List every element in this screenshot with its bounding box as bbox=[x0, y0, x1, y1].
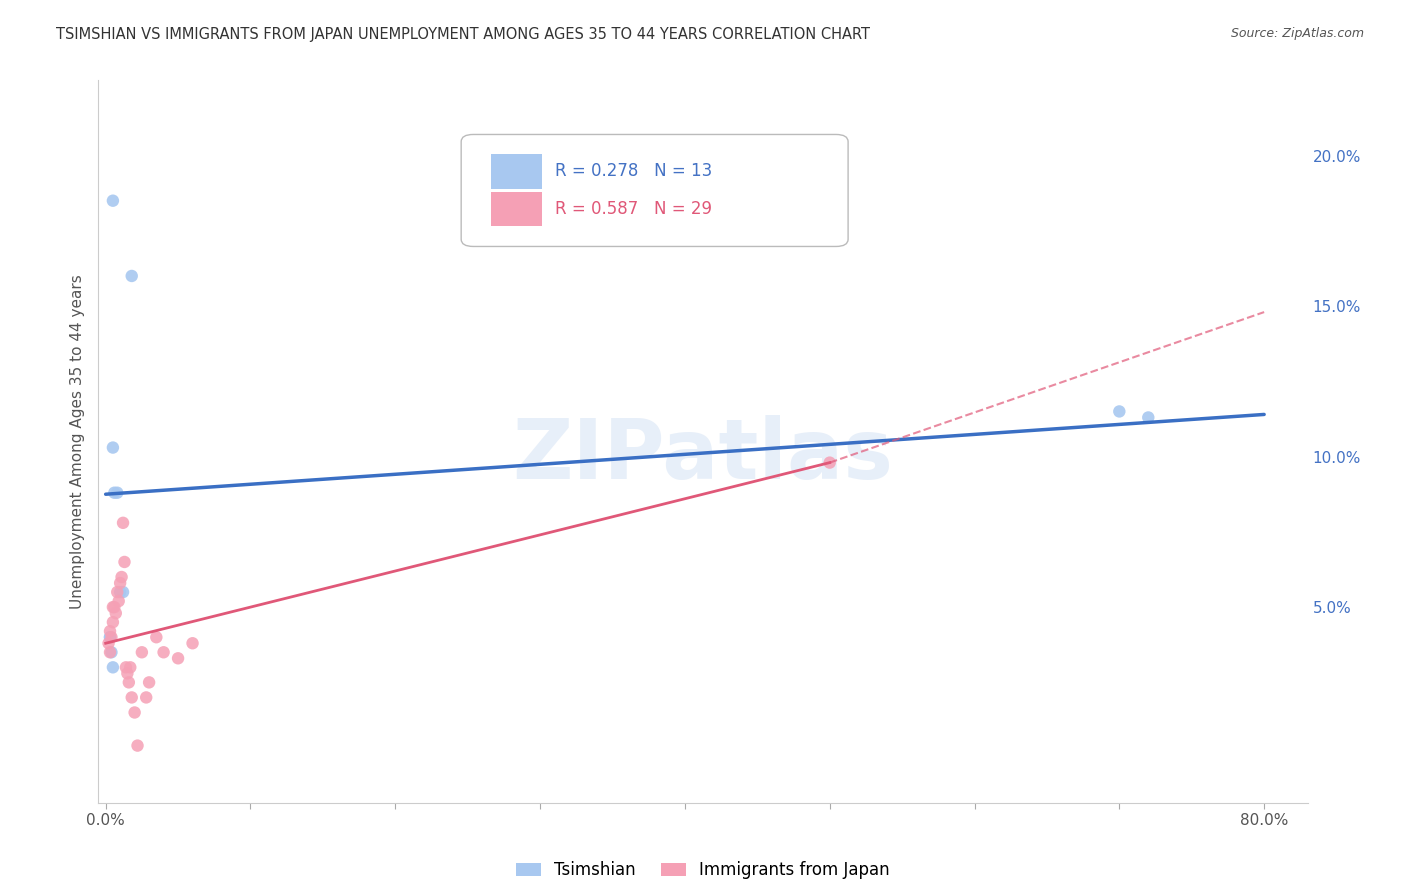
Point bbox=[101, 660, 124, 674]
Point bbox=[103, 485, 125, 500]
Text: R = 0.587   N = 29: R = 0.587 N = 29 bbox=[555, 200, 713, 218]
Point bbox=[124, 706, 146, 720]
Point bbox=[101, 615, 124, 630]
Point bbox=[152, 645, 174, 659]
Point bbox=[107, 594, 129, 608]
Text: ZIPatlas: ZIPatlas bbox=[513, 416, 893, 497]
Point bbox=[103, 600, 125, 615]
Text: Source: ZipAtlas.com: Source: ZipAtlas.com bbox=[1230, 27, 1364, 40]
Point bbox=[145, 630, 167, 644]
Point bbox=[1108, 404, 1130, 418]
Legend: Tsimshian, Immigrants from Japan: Tsimshian, Immigrants from Japan bbox=[509, 855, 897, 886]
Bar bbox=[492, 192, 543, 227]
Point bbox=[105, 485, 128, 500]
Point bbox=[100, 645, 122, 659]
Point bbox=[110, 570, 132, 584]
Point bbox=[101, 441, 124, 455]
Point bbox=[138, 675, 160, 690]
Point bbox=[105, 585, 128, 599]
Point bbox=[101, 194, 124, 208]
Point bbox=[97, 636, 120, 650]
Point bbox=[98, 630, 121, 644]
Point bbox=[108, 576, 131, 591]
Point bbox=[115, 660, 138, 674]
Point bbox=[121, 268, 143, 283]
Point bbox=[112, 516, 135, 530]
Point bbox=[121, 690, 143, 705]
Point bbox=[131, 645, 153, 659]
Point bbox=[127, 739, 149, 753]
Point bbox=[117, 666, 139, 681]
Text: TSIMSHIAN VS IMMIGRANTS FROM JAPAN UNEMPLOYMENT AMONG AGES 35 TO 44 YEARS CORREL: TSIMSHIAN VS IMMIGRANTS FROM JAPAN UNEMP… bbox=[56, 27, 870, 42]
Point bbox=[120, 660, 142, 674]
Point bbox=[167, 651, 190, 665]
Bar bbox=[492, 154, 543, 188]
Point bbox=[98, 624, 121, 639]
Point bbox=[135, 690, 157, 705]
Text: R = 0.278   N = 13: R = 0.278 N = 13 bbox=[555, 162, 713, 180]
Point bbox=[98, 645, 121, 659]
Point bbox=[1137, 410, 1160, 425]
FancyBboxPatch shape bbox=[461, 135, 848, 246]
Y-axis label: Unemployment Among Ages 35 to 44 years: Unemployment Among Ages 35 to 44 years bbox=[69, 274, 84, 609]
Point bbox=[118, 675, 141, 690]
Point bbox=[101, 600, 124, 615]
Point bbox=[108, 585, 131, 599]
Point bbox=[98, 630, 121, 644]
Point bbox=[114, 555, 136, 569]
Point bbox=[104, 606, 127, 620]
Point bbox=[112, 585, 135, 599]
Point bbox=[100, 630, 122, 644]
Point bbox=[181, 636, 204, 650]
Point bbox=[818, 456, 841, 470]
